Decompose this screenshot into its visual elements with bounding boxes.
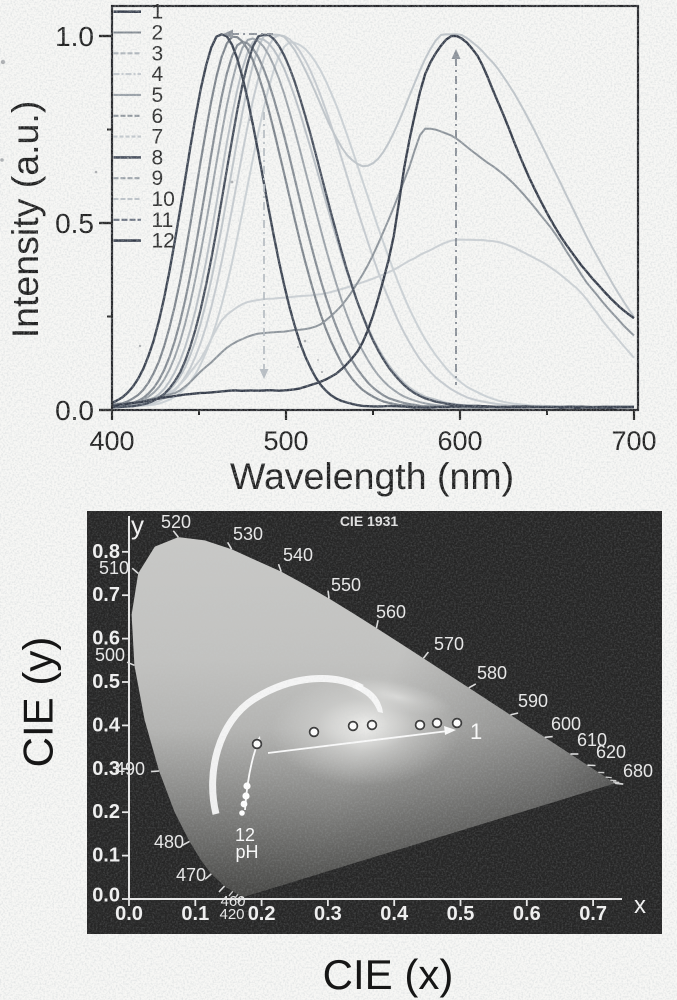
svg-text:CIE (y): CIE (y) [15, 637, 62, 768]
svg-text:CIE (x): CIE (x) [323, 951, 454, 998]
